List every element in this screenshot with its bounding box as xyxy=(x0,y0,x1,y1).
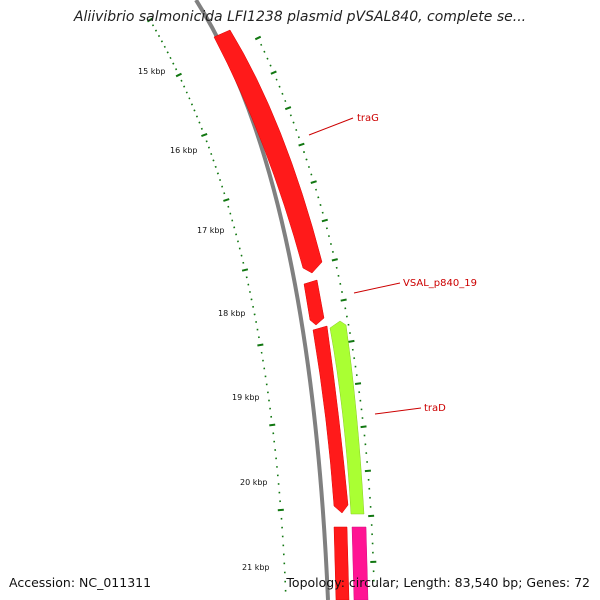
inner-minor-tick xyxy=(214,165,217,168)
inner-minor-tick xyxy=(210,152,213,155)
inner-major-tick xyxy=(175,72,182,78)
inner-minor-tick xyxy=(183,85,186,88)
outer-major-tick xyxy=(270,70,277,75)
inner-major-tick xyxy=(223,198,230,202)
outer-minor-tick xyxy=(260,43,263,46)
outer-minor-tick xyxy=(266,57,269,60)
outer-major-tick xyxy=(321,218,328,223)
outer-tick-ring xyxy=(254,35,377,582)
inner-minor-tick xyxy=(166,51,169,54)
outer-major-tick xyxy=(298,142,305,147)
leader-line-traD xyxy=(374,407,422,415)
scale-label-17kbp: 17 kbp xyxy=(197,226,225,235)
inner-major-tick xyxy=(146,17,154,23)
outer-minor-tick xyxy=(305,158,308,161)
scale-label-18kbp: 18 kbp xyxy=(218,309,246,318)
inner-minor-tick xyxy=(151,24,155,27)
outer-minor-tick xyxy=(310,173,313,176)
scale-label-15kbp: 15 kbp xyxy=(138,67,166,76)
outer-major-tick xyxy=(331,258,338,262)
outer-major-tick xyxy=(254,35,262,41)
inner-minor-tick xyxy=(216,172,219,175)
inner-minor-tick xyxy=(185,91,188,94)
outer-minor-tick xyxy=(292,121,295,124)
inner-minor-tick xyxy=(188,97,191,100)
outer-minor-tick xyxy=(269,64,272,67)
inner-minor-tick xyxy=(212,159,215,162)
gene-red-bottom[interactable] xyxy=(333,526,350,600)
inner-minor-tick xyxy=(193,109,196,112)
scale-label-16kbp: 16 kbp xyxy=(170,146,198,155)
outer-minor-tick xyxy=(295,128,298,131)
inner-minor-tick xyxy=(154,29,158,32)
inner-minor-tick xyxy=(205,140,208,143)
leader-line-VSAL_p840_19 xyxy=(353,282,401,294)
gene-label-VSAL_p840_19[interactable]: VSAL_p840_19 xyxy=(403,278,477,289)
inner-minor-tick xyxy=(200,127,203,130)
outer-major-tick xyxy=(284,106,292,111)
topology-summary: Topology: circular; Length: 83,540 bp; G… xyxy=(286,575,590,590)
inner-major-tick xyxy=(269,423,276,427)
inner-minor-tick xyxy=(172,62,175,65)
gene-traD[interactable] xyxy=(329,320,365,515)
inner-minor-tick xyxy=(175,68,178,71)
outer-major-tick xyxy=(340,298,347,302)
inner-tick-ring xyxy=(146,17,287,592)
outer-major-tick xyxy=(354,382,362,385)
outer-minor-tick xyxy=(281,92,284,95)
outer-major-tick xyxy=(364,469,371,473)
outer-minor-tick xyxy=(278,85,281,88)
inner-minor-tick xyxy=(223,192,226,195)
outer-minor-tick xyxy=(307,165,310,168)
scale-label-20kbp: 20 kbp xyxy=(240,478,268,487)
outer-minor-tick xyxy=(317,196,320,199)
outer-minor-tick xyxy=(275,78,278,81)
inner-minor-tick xyxy=(198,121,201,124)
outer-minor-tick xyxy=(263,50,266,53)
inner-major-tick xyxy=(201,132,208,138)
scale-label-21kbp: 21 kbp xyxy=(242,563,270,572)
gene-traG[interactable] xyxy=(213,29,323,274)
map-title: Aliivibrio salmonicida LFI1238 plasmid p… xyxy=(73,9,527,25)
inner-major-tick xyxy=(241,268,249,272)
inner-minor-tick xyxy=(157,34,161,38)
outer-minor-tick xyxy=(289,114,292,117)
outer-major-tick xyxy=(360,425,367,429)
gene-red-downstream[interactable] xyxy=(312,325,349,514)
leader-line-traG xyxy=(308,117,354,136)
feature-pink-bottom[interactable] xyxy=(351,526,369,600)
inner-minor-tick xyxy=(163,45,166,48)
inner-minor-tick xyxy=(227,205,230,208)
accession-text: Accession: NC_011311 xyxy=(9,575,152,590)
inner-minor-tick xyxy=(169,56,172,60)
outer-minor-tick xyxy=(302,151,306,154)
outer-minor-tick xyxy=(284,99,287,102)
inner-major-tick xyxy=(257,343,264,347)
gene-label-traG[interactable]: traG xyxy=(357,113,379,124)
inner-minor-tick xyxy=(160,40,163,43)
inner-minor-tick xyxy=(207,146,210,149)
outer-major-tick xyxy=(348,339,355,343)
inner-minor-tick xyxy=(190,103,193,106)
outer-major-tick xyxy=(310,180,317,184)
scale-label-19kbp: 19 kbp xyxy=(232,393,260,402)
inner-minor-tick xyxy=(180,79,183,82)
inner-minor-tick xyxy=(219,178,222,181)
outer-minor-tick xyxy=(297,136,300,139)
gene-VSAL_p840_19[interactable] xyxy=(303,279,325,326)
inner-minor-tick xyxy=(195,115,198,118)
gene-label-traD[interactable]: traD xyxy=(424,403,446,414)
